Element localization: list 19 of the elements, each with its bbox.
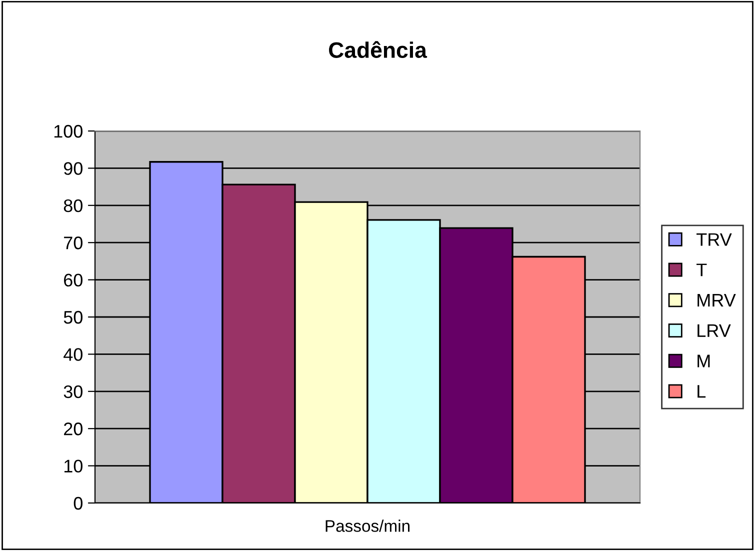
y-tick-label: 70: [64, 236, 82, 250]
legend-label: MRV: [698, 294, 736, 306]
y-tick-label: 80: [64, 199, 82, 212]
x-tick-label: Passos/min: [326, 520, 410, 532]
legend-label: LRV: [698, 324, 731, 337]
y-tick-label: 60: [64, 274, 82, 287]
y-tick-label: 50: [64, 310, 82, 324]
y-tick-label: 0: [74, 496, 82, 510]
y-tick-label: 100: [54, 124, 82, 138]
y-tick-label: 20: [64, 422, 82, 436]
y-tick-label: 40: [64, 348, 82, 361]
legend-label: TRV: [696, 233, 732, 246]
chart-title: Cadência: [329, 41, 428, 58]
y-tick-label: 90: [64, 162, 82, 175]
legend-label: L: [698, 385, 706, 398]
y-tick-label: 30: [64, 385, 82, 398]
legend-label: M: [698, 354, 710, 368]
y-tick-label: 10: [64, 460, 82, 473]
legend-label: T: [696, 264, 707, 276]
